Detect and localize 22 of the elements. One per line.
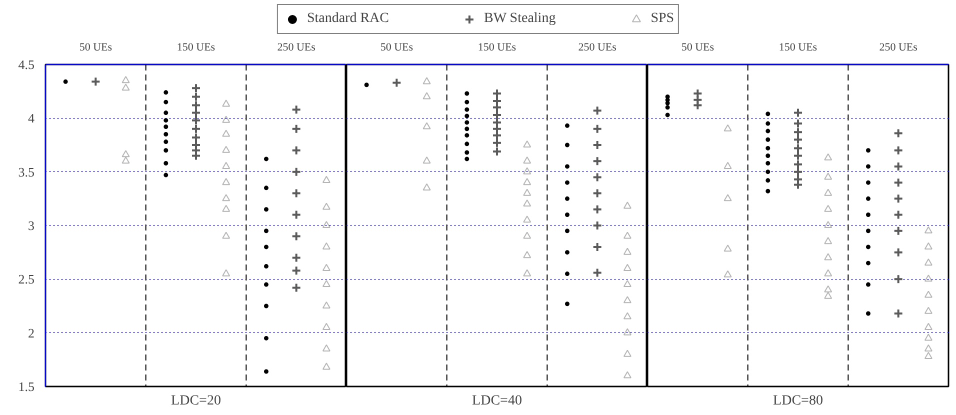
y-tick-label: 3 [28, 218, 34, 233]
legend-label: BW Stealing [484, 11, 556, 27]
legend-label: SPS [650, 11, 674, 27]
x-tick-label: 250 UEs [879, 42, 918, 54]
y-tick-label: 3.5 [18, 164, 34, 180]
x-axis-title: LDC=40 [472, 394, 522, 408]
x-tick-label: 250 UEs [277, 42, 316, 54]
y-tick-label: 1.5 [18, 379, 34, 394]
y-tick-label: 4 [28, 110, 35, 126]
x-tick-label: 150 UEs [478, 42, 516, 54]
x-tick-label: 250 UEs [578, 42, 616, 54]
x-tick-label: 150 UEs [176, 42, 216, 54]
y-tick-label: 4.5 [18, 57, 34, 72]
legend-label: Standard RAC [306, 11, 390, 27]
x-tick-label: 50 UEs [380, 42, 414, 54]
y-tick-label: 2.5 [18, 272, 34, 287]
x-axis-title: LDC=20 [171, 394, 221, 408]
x-tick-label: 150 UEs [778, 42, 818, 54]
y-tick-label: 2 [28, 325, 34, 340]
x-tick-label: 50 UEs [79, 42, 112, 54]
x-tick-label: 50 UEs [681, 42, 714, 54]
x-axis-title: LDC=80 [773, 394, 823, 408]
